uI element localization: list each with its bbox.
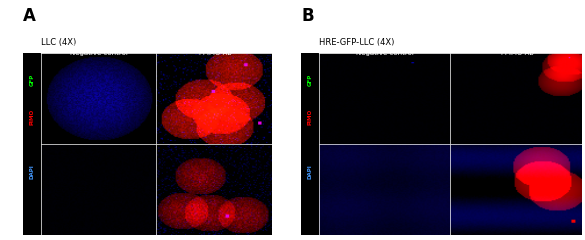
Text: +PIMO Ab: +PIMO Ab (197, 44, 232, 50)
Text: +PIMO Ab: +PIMO Ab (499, 44, 534, 50)
Text: LLC (4X): LLC (4X) (41, 38, 76, 48)
Text: +PIMO Ab: +PIMO Ab (499, 50, 534, 56)
Text: +PIMO Ab: +PIMO Ab (197, 50, 232, 56)
Text: Negative control: Negative control (70, 50, 128, 56)
Text: DAPI: DAPI (30, 164, 35, 179)
Text: B: B (301, 7, 314, 25)
Text: Negative control: Negative control (70, 44, 128, 50)
Text: DAPI: DAPI (308, 164, 312, 179)
Text: PIMO: PIMO (308, 108, 312, 125)
Text: Negative control: Negative control (356, 44, 414, 50)
Text: Negative control: Negative control (356, 50, 414, 56)
Text: GFP: GFP (308, 74, 312, 86)
Text: HRE-GFP-LLC (4X): HRE-GFP-LLC (4X) (319, 38, 394, 48)
Text: GFP: GFP (30, 74, 35, 86)
Text: A: A (23, 7, 36, 25)
Text: PIMO: PIMO (30, 108, 35, 125)
